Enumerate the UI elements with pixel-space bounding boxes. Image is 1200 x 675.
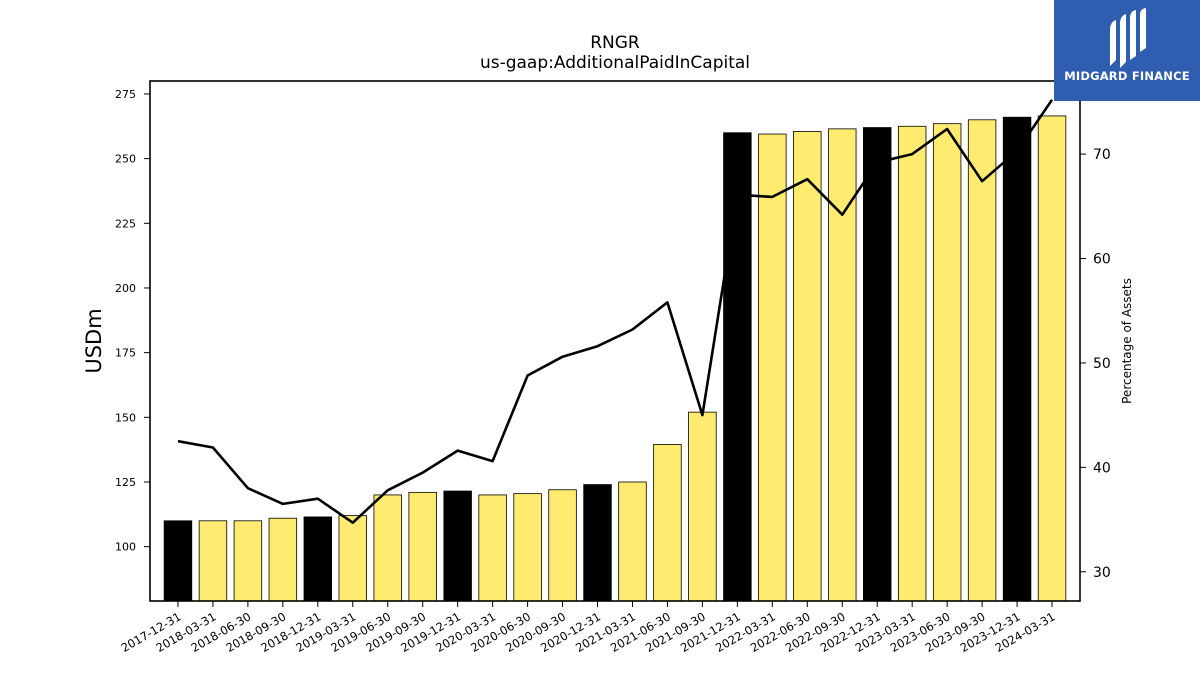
- bar: [163, 520, 193, 602]
- y-tick-label: 125: [115, 476, 136, 489]
- percentage-line: [177, 99, 1054, 525]
- bar: [233, 520, 263, 602]
- bar: [793, 131, 822, 602]
- bars-group: [163, 115, 1067, 602]
- y2-tick-label: 30: [1093, 565, 1111, 581]
- y2-axis-label: Percentage of Assets: [1120, 278, 1134, 404]
- y-tick-label: 250: [115, 153, 136, 166]
- bar: [723, 132, 752, 602]
- y-tick-label: 225: [115, 217, 136, 230]
- bar: [268, 517, 298, 602]
- x-axis: 2017-12-312018-03-312018-06-302018-09-30…: [119, 601, 1058, 655]
- y2-tick-label: 50: [1093, 356, 1111, 372]
- bar: [897, 125, 927, 602]
- y-tick-label: 200: [115, 282, 136, 295]
- logo-text: MIDGARD FINANCE: [1064, 69, 1190, 83]
- bar: [618, 481, 647, 602]
- bar: [443, 490, 472, 602]
- y-axis-label: USDm: [82, 308, 106, 373]
- bar: [967, 119, 997, 602]
- midgard-finance-logo: MIDGARD FINANCE: [1054, 0, 1200, 101]
- bar: [863, 127, 892, 602]
- chart-subtitle: us-gaap:AdditionalPaidInCapital: [480, 53, 750, 73]
- y-tick-label: 175: [115, 347, 136, 360]
- bar: [932, 123, 962, 602]
- bar: [513, 493, 542, 602]
- bar: [198, 520, 228, 602]
- y-tick-label: 150: [115, 411, 136, 424]
- y-tick-label: 275: [115, 88, 136, 101]
- y-tick-label: 100: [115, 541, 136, 554]
- bar: [828, 128, 857, 602]
- bar: [583, 484, 612, 602]
- bar: [653, 444, 682, 602]
- y2-tick-label: 40: [1093, 460, 1111, 476]
- y2-tick-label: 60: [1093, 252, 1111, 268]
- bar: [303, 516, 333, 602]
- chart-title: RNGR: [590, 33, 640, 53]
- y-axis-right: 30 40 50 60 70: [1080, 147, 1111, 581]
- bar: [373, 494, 402, 602]
- line-group: [177, 99, 1054, 525]
- bar: [758, 133, 787, 602]
- bar: [1002, 116, 1032, 602]
- bar: [688, 411, 717, 602]
- y-axis-left: 100 125 150 175 200 225 250 275: [115, 88, 150, 554]
- bar: [1037, 115, 1067, 602]
- y2-tick-label: 70: [1093, 147, 1111, 163]
- plot-area-frame: [149, 80, 1081, 602]
- logo-mark-icon: [1110, 8, 1146, 68]
- bar: [478, 494, 507, 602]
- bar: [338, 515, 367, 602]
- bar: [408, 491, 437, 602]
- bar: [548, 489, 577, 602]
